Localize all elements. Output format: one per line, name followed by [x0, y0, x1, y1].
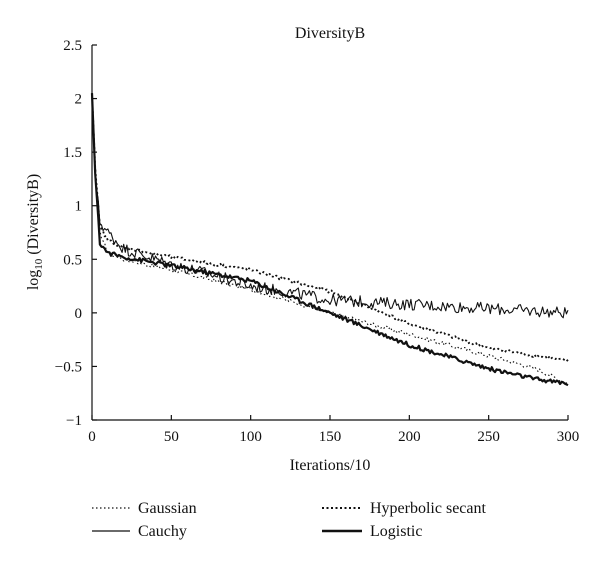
legend-item-gaussian: Gaussian — [92, 500, 197, 517]
x-tick-label: 100 — [239, 429, 262, 445]
legend-item-cauchy: Cauchy — [92, 523, 187, 540]
legend-item-hyperbolic-secant: Hyperbolic secant — [322, 500, 487, 517]
series-group — [90, 93, 569, 387]
y-tick-label: 2 — [75, 92, 83, 108]
y-axis-label-prefix: log — [25, 270, 42, 290]
plot-area: −1 −0.5 0 0.5 1 1.5 2 2.5 0 50 100 150 200 250 300 — [55, 38, 579, 445]
y-tick-label: −0.5 — [55, 359, 82, 375]
y-tick-label: 2.5 — [63, 38, 82, 54]
series-line-hyperbolic-secant — [91, 93, 569, 363]
legend-label-hyperbolic-secant: Hyperbolic secant — [370, 500, 487, 517]
y-tick-label: −1 — [66, 413, 82, 429]
x-axis-label: Iterations/10 — [290, 457, 371, 474]
legend-label-gaussian: Gaussian — [138, 500, 197, 517]
legend-label-logistic: Logistic — [370, 523, 422, 540]
x-tick-label: 300 — [557, 429, 580, 445]
series-line-gaussian — [91, 93, 569, 385]
chart-title: DiversityB — [295, 25, 365, 42]
y-tick-label: 0 — [75, 306, 83, 322]
series-line-cauchy — [91, 93, 569, 319]
y-ticks: −1 −0.5 0 0.5 1 1.5 2 2.5 — [55, 38, 97, 429]
y-tick-label: 0.5 — [63, 252, 82, 268]
x-tick-label: 150 — [319, 429, 342, 445]
y-tick-label: 1 — [75, 199, 83, 215]
y-axis-label-suffix: (DiversityB) — [25, 174, 42, 259]
legend-item-logistic: Logistic — [322, 523, 422, 540]
x-tick-label: 50 — [164, 429, 179, 445]
y-axis-label-sub: 10 — [33, 258, 45, 270]
y-tick-label: 1.5 — [63, 145, 82, 161]
x-tick-label: 0 — [88, 429, 96, 445]
x-tick-label: 250 — [477, 429, 500, 445]
y-axis-label: log10 (DiversityB) — [25, 174, 45, 290]
series-line-logistic — [90, 93, 569, 387]
legend: Gaussian Cauchy Hyperbolic secant Logist… — [92, 500, 487, 540]
x-tick-label: 200 — [398, 429, 421, 445]
x-ticks: 0 50 100 150 200 250 300 — [88, 415, 579, 445]
legend-label-cauchy: Cauchy — [138, 523, 187, 540]
